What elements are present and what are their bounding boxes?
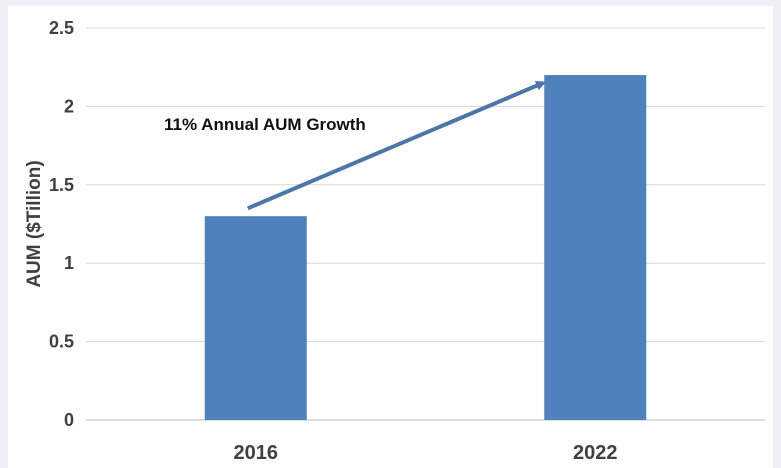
y-tick-label: 1 bbox=[64, 253, 74, 273]
x-category-label: 2016 bbox=[234, 442, 279, 464]
growth-annotation-text: 11% Annual AUM Growth bbox=[164, 115, 366, 134]
y-tick-label: 0 bbox=[64, 410, 74, 430]
y-tick-label: 0.5 bbox=[49, 332, 74, 352]
x-axis-categories: 2016 2022 bbox=[234, 442, 618, 464]
y-axis-ticks: 0 0.5 1 1.5 2 2.5 bbox=[49, 18, 74, 430]
y-tick-label: 1.5 bbox=[49, 175, 74, 195]
chart-frame: 0 0.5 1 1.5 2 2.5 2016 2022 AUM ($Tillion) 11%… bbox=[8, 6, 773, 468]
bar-2022 bbox=[544, 75, 647, 420]
y-tick-label: 2 bbox=[64, 96, 74, 116]
growth-arrow bbox=[246, 81, 547, 211]
bar-2016 bbox=[204, 216, 307, 420]
y-tick-label: 2.5 bbox=[49, 18, 74, 38]
y-axis-label: AUM ($Tillion) bbox=[24, 160, 45, 287]
bar-chart: 0 0.5 1 1.5 2 2.5 2016 2022 AUM ($Tillion) 11%… bbox=[24, 18, 765, 464]
gridlines bbox=[86, 27, 765, 421]
growth-annotation: 11% Annual AUM Growth bbox=[164, 81, 547, 211]
x-category-label: 2022 bbox=[573, 442, 618, 464]
bars bbox=[204, 75, 647, 420]
